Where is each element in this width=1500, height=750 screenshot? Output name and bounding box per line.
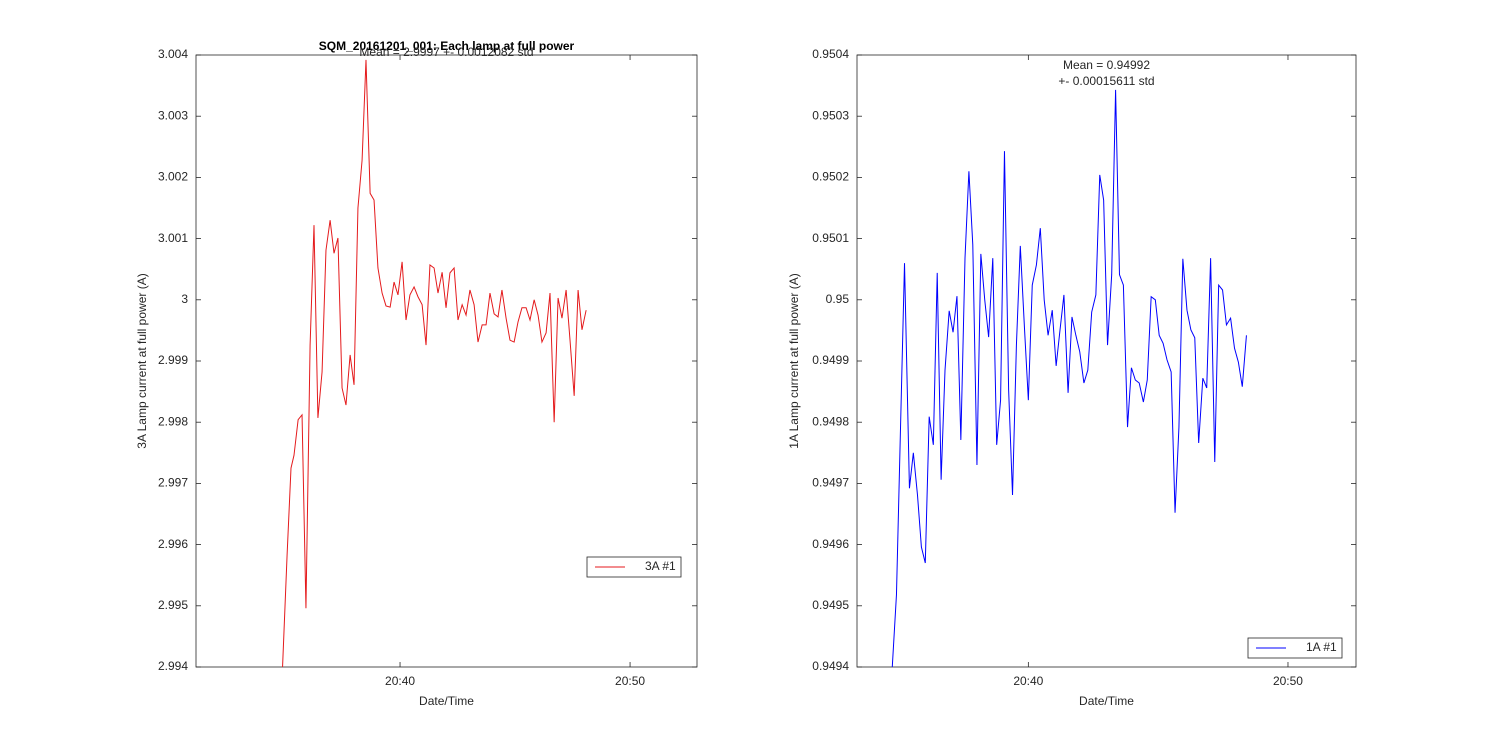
y-tick-label: 0.9501 (812, 231, 849, 245)
x-axis-label: Date/Time (1079, 694, 1134, 708)
annotation: Mean = 0.94992 (1063, 58, 1150, 72)
data-line (891, 89, 1247, 667)
y-tick-label: 3.001 (158, 231, 188, 245)
y-tick-label: 0.9497 (812, 476, 849, 490)
plot-area (891, 89, 1247, 667)
y-tick-label: 0.9494 (812, 659, 849, 673)
y-tick-label: 2.996 (158, 537, 188, 551)
y-tick-label: 0.9498 (812, 414, 849, 428)
legend-box (1247, 637, 1343, 659)
y-tick-label: 0.9499 (812, 353, 849, 367)
y-axis-label: 1A Lamp current at full power (A) (787, 273, 801, 448)
x-tick-label: 20:50 (1273, 674, 1303, 688)
legend-label: 1A #1 (1306, 640, 1337, 654)
y-tick-label: 2.998 (158, 414, 188, 428)
x-axis-label: Date/Time (419, 694, 474, 708)
x-tick-label: 20:50 (615, 674, 645, 688)
legend-box (586, 556, 682, 578)
x-tick-label: 20:40 (1013, 674, 1043, 688)
y-tick-label: 0.9502 (812, 170, 849, 184)
legend-label: 3A #1 (645, 559, 676, 573)
y-tick-label: 3.002 (158, 170, 188, 184)
y-tick-label: 0.9495 (812, 598, 849, 612)
axes-background (856, 54, 1357, 668)
y-tick-label: 2.999 (158, 353, 188, 367)
annotation: Mean = 2.9997 +- 0.0012082 std (359, 45, 533, 59)
y-tick-label: 2.995 (158, 598, 188, 612)
plot-area (282, 59, 587, 667)
y-tick-label: 0.9503 (812, 108, 849, 122)
y-tick-label: 2.997 (158, 476, 188, 490)
y-tick-label: 0.95 (826, 292, 850, 306)
y-tick-label: 3 (181, 292, 188, 306)
y-tick-label: 2.994 (158, 659, 188, 673)
y-tick-label: 3.003 (158, 108, 188, 122)
data-line (282, 59, 587, 667)
x-tick-label: 20:40 (385, 674, 415, 688)
y-tick-label: 3.004 (158, 47, 188, 61)
y-tick-label: 0.9496 (812, 537, 849, 551)
y-axis-label: 3A Lamp current at full power (A) (135, 273, 149, 448)
y-tick-label: 0.9504 (812, 47, 849, 61)
annotation: +- 0.00015611 std (1058, 74, 1154, 88)
chart-title: SQM_20161201_001: Each lamp at full powe… (319, 39, 575, 53)
